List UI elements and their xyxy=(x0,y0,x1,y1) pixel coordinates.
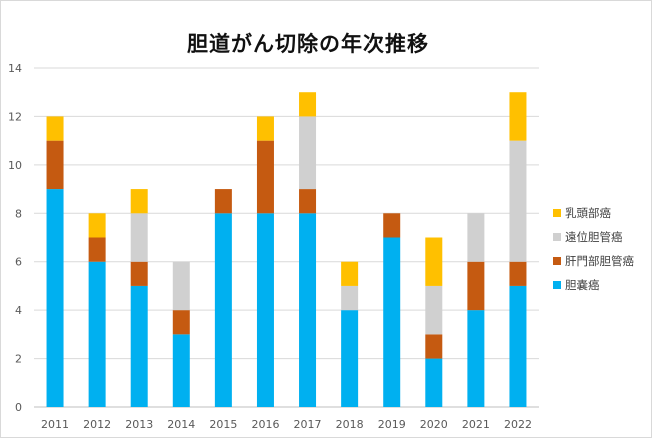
bar-segment xyxy=(383,237,401,407)
bar-segment xyxy=(509,285,527,407)
y-tick-label: 8 xyxy=(15,207,22,220)
bar-segment xyxy=(130,189,148,214)
bar-segment xyxy=(172,310,190,335)
bar-segment xyxy=(88,213,106,238)
bar-segment xyxy=(130,261,148,286)
x-tick-label: 2015 xyxy=(209,418,237,431)
legend-item: 肝門部胆管癌 xyxy=(553,249,634,273)
bar-segment xyxy=(467,213,485,262)
y-tick-label: 4 xyxy=(15,304,22,317)
bar-segment xyxy=(172,334,190,407)
legend-item: 胆嚢癌 xyxy=(553,273,634,297)
bar-segment xyxy=(299,213,317,407)
bar-segment xyxy=(509,92,527,141)
legend-item: 乳頭部癌 xyxy=(553,201,634,225)
chart-title: 胆道がん切除の年次推移 xyxy=(187,32,429,56)
legend-swatch xyxy=(553,233,561,241)
bar-segment xyxy=(299,116,317,190)
x-tick-label: 2012 xyxy=(83,418,111,431)
legend-swatch xyxy=(553,257,561,265)
bar-segment xyxy=(214,213,232,407)
bar-segment xyxy=(299,189,317,214)
bar-segment xyxy=(130,213,148,262)
legend-label: 乳頭部癌 xyxy=(565,206,611,220)
legend-label: 肝門部胆管癌 xyxy=(565,254,634,268)
y-tick-label: 12 xyxy=(8,110,22,123)
bar-segment xyxy=(467,261,485,311)
x-tick-label: 2013 xyxy=(125,418,153,431)
x-tick-label: 2016 xyxy=(251,418,279,431)
bar-segment xyxy=(425,334,443,359)
legend-item: 遠位胆管癌 xyxy=(553,225,634,249)
legend-label: 胆嚢癌 xyxy=(565,278,600,292)
bar-segment xyxy=(341,285,359,311)
y-tick-label: 0 xyxy=(15,401,22,414)
bar-segment xyxy=(299,92,317,117)
bar-segment xyxy=(425,358,443,407)
bar-segment xyxy=(509,140,527,262)
bar-segment xyxy=(425,237,443,286)
bar-segment xyxy=(425,285,443,335)
x-tick-label: 2019 xyxy=(378,418,406,431)
bar-segment xyxy=(46,189,64,407)
bar-segment xyxy=(130,285,148,407)
bar-segment xyxy=(172,261,190,311)
legend-label: 遠位胆管癌 xyxy=(565,230,623,244)
x-tick-label: 2020 xyxy=(420,418,448,431)
x-tick-label: 2022 xyxy=(504,418,532,431)
y-tick-label: 6 xyxy=(15,256,22,269)
bar-segment xyxy=(341,310,359,407)
x-tick-label: 2021 xyxy=(462,418,490,431)
bar-segment xyxy=(46,116,64,141)
x-tick-label: 2011 xyxy=(41,418,69,431)
bar-segment xyxy=(509,261,527,286)
bar-segment xyxy=(256,213,274,407)
bar-segment xyxy=(341,261,359,286)
bar-segment xyxy=(46,140,64,190)
bar-segment xyxy=(88,237,106,262)
y-tick-label: 10 xyxy=(8,159,22,172)
x-tick-label: 2014 xyxy=(167,418,195,431)
bar-segment xyxy=(214,189,232,214)
bar-segment xyxy=(88,261,106,407)
x-tick-label: 2017 xyxy=(294,418,322,431)
legend-swatch xyxy=(553,281,561,289)
legend-swatch xyxy=(553,209,561,217)
bar-segment xyxy=(256,116,274,141)
legend: 乳頭部癌遠位胆管癌肝門部胆管癌 胆嚢癌 xyxy=(553,201,634,297)
y-tick-label: 2 xyxy=(15,353,22,366)
bar-segment xyxy=(467,310,485,407)
y-tick-label: 14 xyxy=(8,62,22,75)
bar-segment xyxy=(383,213,401,238)
bar-segment xyxy=(256,140,274,214)
x-tick-label: 2018 xyxy=(336,418,364,431)
